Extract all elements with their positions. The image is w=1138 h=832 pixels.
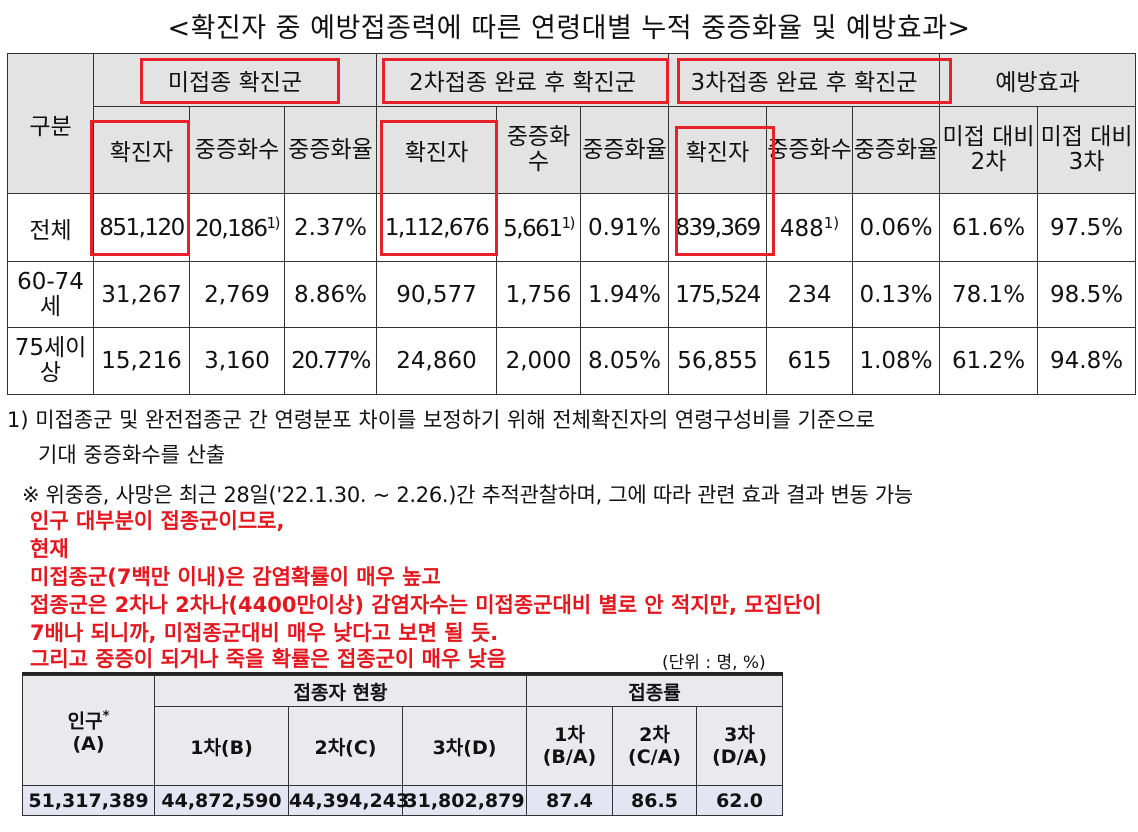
row-label: 75세이상 (7, 327, 94, 395)
header-dose2: 2차(C) (288, 706, 403, 786)
cell-effect-dose3: 98.5% (1037, 261, 1137, 328)
cell-severe-count: 2,769 (189, 261, 285, 328)
cell-severe-rate: 0.91% (579, 193, 670, 262)
cell-dose3: 31,802,879 (402, 785, 527, 816)
header-category: 구분 (7, 53, 94, 194)
cell-severe-rate: 1.94% (579, 261, 670, 328)
red-annotation-line: 그리고 중증이 되거나 죽을 확률은 접종군이 매우 낮음 (30, 647, 507, 671)
header-severe-rate: 중증화율 (579, 106, 670, 194)
highlight-box (140, 58, 340, 104)
cell-severe-rate: 8.05% (579, 327, 670, 395)
cell-dose1: 44,872,590 (154, 785, 289, 816)
header-vaccinated-status: 접종자 현황 (154, 675, 527, 707)
cell-confirmed: 24,860 (376, 327, 497, 395)
header-dose3: 3차접종 완료 후 확진군 (668, 53, 941, 107)
unit-label: (단위 : 명, %) (662, 653, 766, 673)
cell-confirmed: 31,267 (93, 261, 190, 328)
cell-severe-count: 5,6611) (496, 193, 581, 262)
cell-confirmed: 90,577 (376, 261, 497, 328)
cell-severe-count: 20,1861) (189, 193, 285, 262)
cell-confirmed: 839,369 (668, 193, 768, 262)
header-dose3: 3차(D) (402, 706, 527, 786)
cell-rate-dose3: 62.0 (695, 785, 784, 816)
header-effect: 예방효과 (939, 53, 1137, 107)
header-population: 인구* (A) (22, 675, 155, 786)
cell-effect-dose3: 94.8% (1037, 327, 1137, 395)
highlight-box (382, 58, 669, 104)
red-annotation-line: 7배나 되니까, 미접종군대비 매우 낮다고 보면 될 듯. (30, 621, 499, 645)
cell-rate-dose1: 87.4 (526, 785, 613, 816)
table-row: 전체 851,120 20,1861) 2.37% 1,112,676 5,66… (7, 193, 1137, 262)
header-rate-dose2: 2차 (C/A) (612, 706, 697, 786)
cell-severe-count: 4881) (766, 193, 854, 262)
header-severe-rate: 중증화율 (852, 106, 941, 194)
cell-rate-dose2: 86.5 (612, 785, 697, 816)
highlight-box (675, 126, 775, 256)
cell-severe-count: 1,756 (496, 261, 581, 328)
cell-population: 51,317,389 (22, 785, 155, 816)
cell-effect-dose3: 97.5% (1037, 193, 1137, 262)
cell-confirmed: 175,524 (668, 261, 768, 328)
highlight-box (380, 120, 498, 256)
cell-severe-rate: 8.86% (284, 261, 377, 328)
observation-note: ※ 위중증, 사망은 최근 28일('22.1.30. ~ 2.26.)간 추적… (22, 483, 913, 507)
footnote: 1) 미접종군 및 완전접종군 간 연령분포 차이를 보정하기 위해 전체확진자… (7, 408, 875, 432)
header-effect-dose3: 미접 대비 3차 (1037, 106, 1137, 194)
header-severe-count: 중증화수 (766, 106, 854, 194)
vaccination-status-table: 인구* (A) 접종자 현황 접종률 1차(B) 2차(C) 3차(D) 1차(… (22, 675, 784, 816)
header-severe-count: 중증화수 (189, 106, 285, 194)
red-annotation-line: 현재 (30, 537, 69, 561)
severity-rate-table: 구분 미접종 확진군 2차접종 완료 후 확진군 3차접종 완료 후 확진군 예… (7, 53, 1137, 395)
table-row: 60-74세 31,267 2,769 8.86% 90,577 1,756 1… (7, 261, 1137, 328)
cell-severe-rate: 0.06% (852, 193, 941, 262)
header-rate-dose3: 3차 (D/A) (695, 706, 784, 786)
cell-confirmed: 15,216 (93, 327, 190, 395)
cell-confirmed: 56,855 (668, 327, 768, 395)
cell-dose2: 44,394,243 (288, 785, 409, 816)
cell-severe-rate: 20.77% (284, 327, 377, 395)
header-severe-rate: 중증화율 (284, 106, 377, 194)
header-rate-dose1: 1차 (B/A) (526, 706, 613, 786)
red-annotation-line: 접종군은 2차나 2차나(4400만이상) 감염자수는 미접종군대비 별로 안 … (30, 593, 822, 617)
table-row: 75세이상 15,216 3,160 20.77% 24,860 2,000 8… (7, 327, 1137, 395)
cell-effect-dose2: 78.1% (939, 261, 1039, 328)
highlight-box (677, 58, 952, 104)
header-dose1: 1차(B) (154, 706, 289, 786)
table-row: 51,317,389 44,872,590 44,394,243 31,802,… (22, 785, 784, 816)
table-top-border (22, 672, 783, 675)
cell-severe-rate: 1.08% (852, 327, 941, 395)
red-annotation-line: 미접종군(7백만 이내)은 감염확률이 매우 높고 (30, 565, 441, 589)
cell-severe-count: 234 (766, 261, 854, 328)
cell-severe-count: 615 (766, 327, 854, 395)
cell-effect-dose2: 61.2% (939, 327, 1039, 395)
cell-severe-rate: 0.13% (852, 261, 941, 328)
cell-severe-count: 3,160 (189, 327, 285, 395)
header-effect-dose2: 미접 대비 2차 (939, 106, 1039, 194)
cell-effect-dose2: 61.6% (939, 193, 1039, 262)
red-annotation-line: 인구 대부분이 접종군이므로, (30, 509, 285, 533)
cell-severe-rate: 2.37% (284, 193, 377, 262)
header-severe-count: 중증화수 (496, 106, 581, 194)
highlight-box (90, 120, 190, 256)
footnote-continued: 기대 중증화수를 산출 (38, 443, 226, 467)
page-title: <확진자 중 예방접종력에 따른 연령대별 누적 중증화율 및 예방효과> (167, 13, 971, 44)
row-label: 전체 (7, 193, 94, 262)
cell-severe-count: 2,000 (496, 327, 581, 395)
header-vaccination-rate: 접종률 (525, 675, 784, 707)
cell-confirmed: 851,120 (93, 193, 190, 262)
row-label: 60-74세 (7, 261, 94, 328)
